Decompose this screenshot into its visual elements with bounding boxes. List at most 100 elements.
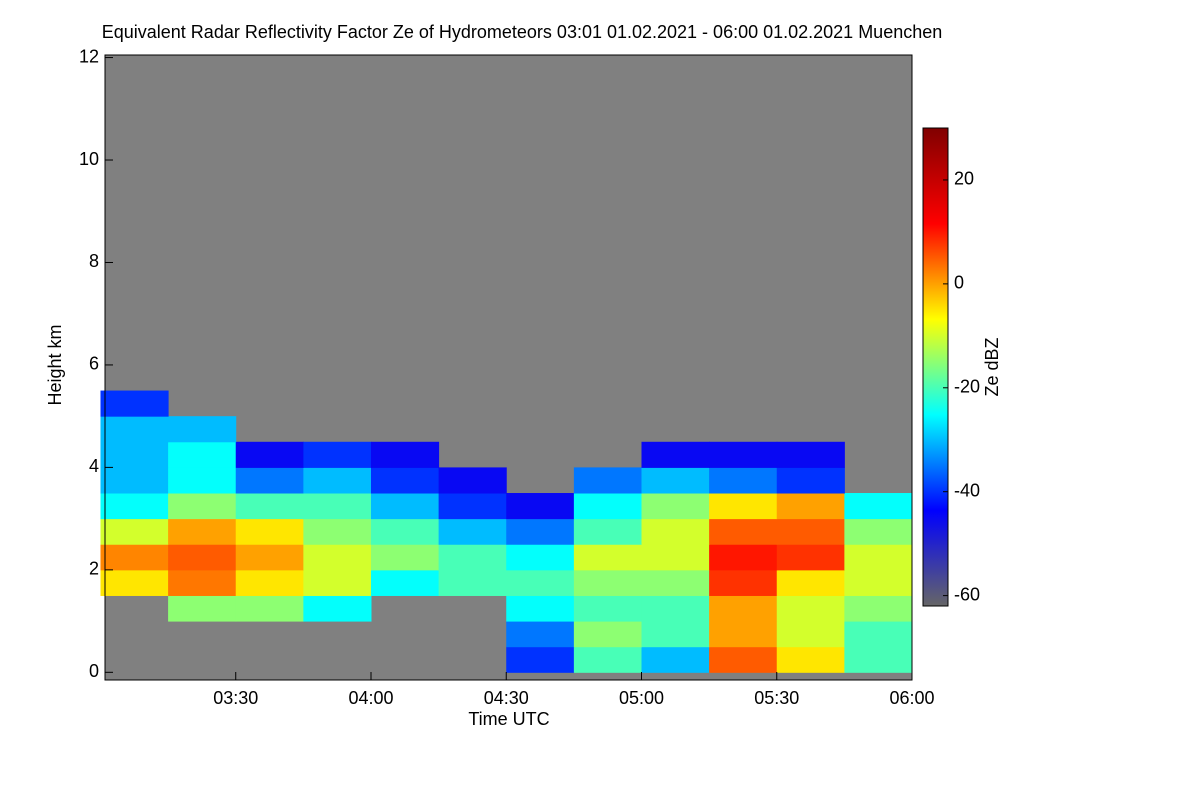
heatmap-cell	[641, 569, 710, 596]
heatmap-cell	[709, 544, 778, 571]
x-tick-label: 05:30	[754, 688, 799, 708]
heatmap-cell	[641, 518, 710, 545]
colorbar-tick-label: -20	[954, 377, 980, 397]
heatmap-cell	[506, 595, 575, 622]
heatmap-cell	[370, 544, 440, 571]
heatmap-cell	[438, 467, 507, 494]
heatmap-cell	[303, 544, 372, 571]
heatmap-cell	[776, 518, 845, 545]
heatmap-cell	[573, 544, 642, 571]
heatmap-cell	[168, 493, 237, 520]
x-tick-label: 06:00	[889, 688, 934, 708]
colorbar	[922, 127, 949, 607]
heatmap-cell	[370, 441, 440, 468]
heatmap-cell	[776, 569, 845, 596]
y-tick-label: 0	[89, 661, 99, 681]
y-tick-label: 10	[79, 149, 99, 169]
heatmap-cell	[776, 493, 845, 520]
heatmap-cell	[100, 493, 169, 520]
heatmap-cell	[438, 518, 507, 545]
x-axis-label: Time UTC	[468, 709, 549, 729]
heatmap-cell	[100, 544, 169, 571]
heatmap-cell	[168, 518, 237, 545]
heatmap-cell	[844, 595, 913, 622]
heatmap-cell	[709, 441, 778, 468]
colorbar-tick-label: -40	[954, 480, 980, 500]
heatmap-cell	[506, 544, 575, 571]
heatmap-cell	[573, 569, 642, 596]
heatmap-cell	[370, 493, 440, 520]
heatmap-cell	[844, 569, 913, 596]
heatmap-cell	[303, 441, 372, 468]
y-tick-label: 12	[79, 46, 99, 66]
heatmap-cell	[506, 518, 575, 545]
heatmap-cell	[303, 493, 372, 520]
heatmap-cell	[506, 569, 575, 596]
heatmap-cell	[709, 595, 778, 622]
heatmap-cell	[370, 569, 440, 596]
colorbar-tick-label: 0	[954, 273, 964, 293]
heatmap-cell	[235, 493, 304, 520]
x-tick-label: 04:00	[348, 688, 393, 708]
heatmap-cell	[709, 621, 778, 648]
x-tick-label: 03:30	[213, 688, 258, 708]
heatmap-cell	[438, 493, 507, 520]
heatmap-cell	[641, 441, 710, 468]
heatmap-cell	[100, 467, 169, 494]
heatmap-cell	[235, 518, 304, 545]
colorbar-tick-label: -60	[954, 584, 980, 604]
heatmap-cell	[100, 441, 169, 468]
heatmap-cell	[709, 493, 778, 520]
heatmap-cell	[709, 467, 778, 494]
heatmap-cell	[776, 441, 845, 468]
y-tick-label: 2	[89, 559, 99, 579]
heatmap-cell	[168, 569, 237, 596]
colorbar-label: Ze dBZ	[982, 337, 1002, 396]
heatmap-cell	[100, 390, 169, 417]
heatmap-cell	[844, 493, 913, 520]
heatmap-cell	[303, 569, 372, 596]
heatmap-cell	[506, 646, 575, 673]
heatmap-cell	[709, 518, 778, 545]
heatmap-cell	[506, 493, 575, 520]
heatmap-cell	[438, 569, 507, 596]
y-tick-label: 8	[89, 251, 99, 271]
heatmap-cell	[573, 493, 642, 520]
heatmap-cell	[844, 646, 913, 673]
heatmap-cell	[303, 467, 372, 494]
heatmap-cell	[776, 544, 845, 571]
heatmap-cell	[303, 595, 372, 622]
heatmap-cell	[776, 621, 845, 648]
heatmap-cell	[776, 595, 845, 622]
heatmap-cell	[235, 467, 304, 494]
heatmap-cell	[370, 467, 440, 494]
x-tick-label: 04:30	[484, 688, 529, 708]
heatmap-cell	[573, 646, 642, 673]
heatmap-cell	[168, 441, 237, 468]
plot-frame	[104, 54, 913, 681]
heatmap-cell	[573, 518, 642, 545]
x-tick-label: 05:00	[619, 688, 664, 708]
y-axis-label: Height km	[45, 324, 65, 405]
heatmap-cell	[506, 621, 575, 648]
heatmap-cell	[235, 544, 304, 571]
colorbar-tick-label: 20	[954, 169, 974, 189]
heatmap-cell	[573, 621, 642, 648]
heatmap-cell	[776, 646, 845, 673]
heatmap-cell	[100, 569, 169, 596]
heatmap-cell	[641, 646, 710, 673]
heatmap-cell	[100, 416, 169, 443]
heatmap-cell	[438, 544, 507, 571]
heatmap-cell	[168, 595, 237, 622]
heatmap-cell	[641, 493, 710, 520]
heatmap-cell	[844, 621, 913, 648]
heatmap-cell	[641, 595, 710, 622]
heatmap-cell	[235, 569, 304, 596]
heatmap-cell	[641, 621, 710, 648]
heatmap-cell	[573, 595, 642, 622]
heatmap-cell	[168, 416, 237, 443]
heatmap-cell	[168, 467, 237, 494]
y-tick-label: 6	[89, 354, 99, 374]
heatmap-cell	[235, 595, 304, 622]
